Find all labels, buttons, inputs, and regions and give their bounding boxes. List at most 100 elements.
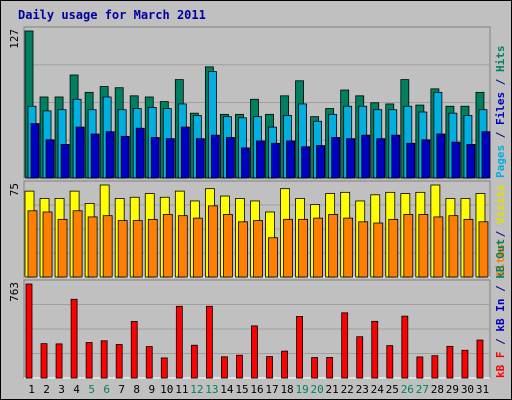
bar-kb-f-day-22 [341, 312, 349, 379]
bar-pages-day-1 [30, 123, 40, 179]
panel-hits-files-pages-ymax-label: 127 [8, 29, 21, 49]
bar-pages-day-22 [346, 138, 356, 179]
bar-sites-day-10 [162, 214, 173, 278]
bar-sites-day-7 [117, 220, 128, 278]
bar-pages-day-31 [481, 131, 491, 179]
bar-sites-day-31 [478, 221, 489, 278]
legend-entry: kB Out [494, 239, 507, 279]
legend-entry: Pages [494, 145, 507, 178]
bar-pages-day-14 [226, 137, 235, 179]
bar-sites-day-13 [207, 205, 218, 278]
bar-pages-day-4 [75, 126, 85, 179]
bar-sites-day-22 [343, 217, 354, 278]
chart-title: Daily usage for March 2011 [18, 8, 206, 22]
x-tick-label-day-4: 4 [73, 383, 80, 396]
bar-sites-day-11 [177, 215, 188, 278]
bar-kb-f-day-16 [251, 325, 258, 379]
x-tick-label-day-25: 25 [386, 383, 399, 396]
bar-pages-day-8 [135, 127, 145, 179]
bar-kb-f-day-11 [175, 305, 183, 379]
bar-sites-day-18 [283, 218, 293, 278]
bar-sites-day-12 [192, 217, 203, 278]
bar-kb-f-day-17 [266, 356, 273, 379]
bar-sites-day-29 [448, 215, 459, 278]
legend-entry: Visits [494, 184, 507, 224]
bar-pages-day-28 [436, 133, 446, 179]
bar-pages-day-13 [210, 134, 220, 179]
x-tick-label-day-15: 15 [235, 383, 248, 396]
bar-kb-f-day-6 [100, 340, 108, 379]
x-tick-label-day-6: 6 [103, 383, 110, 396]
bar-kb-f-day-15 [236, 354, 243, 379]
x-tick-label-day-31: 31 [476, 383, 489, 396]
bar-pages-day-11 [180, 126, 190, 179]
bar-sites-day-9 [147, 218, 158, 278]
bar-kb-f-day-26 [401, 315, 409, 379]
bar-sites-day-26 [403, 214, 414, 278]
bar-pages-day-25 [391, 134, 401, 179]
x-tick-label-day-9: 9 [148, 383, 155, 396]
bar-pages-day-15 [241, 147, 250, 179]
bar-sites-day-8 [132, 220, 143, 278]
x-tick-label-day-1: 1 [28, 383, 35, 396]
bar-sites-day-6 [102, 215, 113, 278]
bar-pages-day-29 [451, 141, 461, 179]
bar-kb-f-day-14 [221, 356, 228, 379]
bar-sites-day-21 [328, 214, 339, 278]
x-tick-label-day-22: 22 [341, 383, 354, 396]
bar-pages-day-23 [361, 134, 371, 179]
legend-entry: / [494, 125, 507, 145]
panel-kbytes-legend: kB F / kB In / kB Out [494, 239, 507, 378]
bar-pages-day-10 [165, 138, 175, 179]
bar-pages-day-6 [105, 131, 115, 179]
bar-pages-day-27 [421, 139, 431, 179]
bar-pages-day-12 [195, 138, 205, 179]
bar-sites-day-1 [27, 210, 38, 278]
x-tick-label-day-12: 12 [190, 383, 203, 396]
bar-sites-day-30 [463, 218, 474, 278]
x-tick-label-day-5: 5 [88, 383, 95, 396]
bar-sites-day-3 [57, 218, 68, 278]
bar-kb-f-day-1 [25, 283, 33, 379]
panel-visits-sites: 75 Sites / Visits [8, 180, 507, 278]
bar-kb-f-day-12 [190, 344, 198, 379]
x-tick-label-day-17: 17 [265, 383, 278, 396]
x-tick-label-day-19: 19 [295, 383, 308, 396]
x-tick-label-day-20: 20 [311, 383, 324, 396]
legend-entry: Hits [494, 46, 507, 73]
x-tick-label-day-2: 2 [43, 383, 50, 396]
bar-pages-day-21 [331, 137, 341, 179]
bar-pages-day-18 [286, 140, 295, 179]
x-tick-label-day-14: 14 [220, 383, 234, 396]
bar-sites-day-19 [298, 218, 308, 278]
x-tick-label-day-7: 7 [118, 383, 125, 396]
bar-sites-day-20 [313, 217, 324, 278]
panel-visits-sites-ymax-label: 75 [8, 183, 21, 196]
bar-pages-day-24 [376, 138, 386, 179]
bar-kb-f-day-8 [130, 321, 138, 379]
bar-sites-day-25 [388, 218, 399, 278]
bar-sites-day-16 [253, 220, 263, 278]
bar-kb-f-day-5 [85, 342, 93, 379]
bar-sites-day-24 [373, 222, 384, 278]
x-tick-label-day-13: 13 [205, 383, 218, 396]
x-tick-label-day-16: 16 [250, 383, 263, 396]
x-tick-label-day-23: 23 [356, 383, 369, 396]
x-tick-label-day-26: 26 [401, 383, 414, 396]
legend-entry: / [494, 224, 507, 244]
bar-sites-day-14 [223, 214, 233, 278]
bar-kb-f-day-13 [205, 305, 213, 379]
x-tick-label-day-10: 10 [160, 383, 173, 396]
bar-kb-f-day-4 [70, 298, 78, 379]
panel-hits-files-pages: 127 Pages / Files / Hits [8, 26, 507, 179]
bar-sites-day-17 [268, 237, 278, 278]
bar-sites-day-15 [238, 221, 248, 278]
bar-sites-day-2 [42, 211, 53, 278]
bar-pages-day-20 [316, 145, 326, 179]
bar-kb-f-day-30 [461, 349, 469, 379]
bar-kb-f-day-3 [55, 343, 63, 379]
bar-kb-f-day-18 [281, 350, 288, 379]
x-tick-label-day-3: 3 [58, 383, 65, 396]
bar-pages-day-30 [466, 144, 476, 179]
bar-pages-day-16 [256, 140, 265, 179]
